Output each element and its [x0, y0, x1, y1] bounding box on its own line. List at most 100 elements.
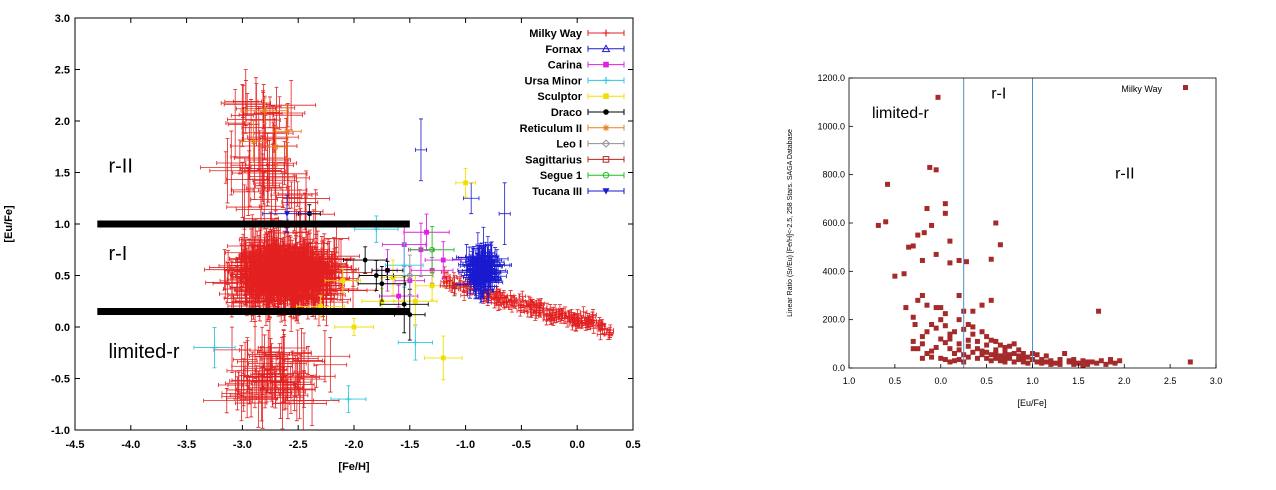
milky-way-point: [919, 293, 925, 298]
milky-way-point: [293, 360, 306, 383]
region-label: r-II: [1115, 165, 1135, 182]
milky-way-point: [225, 293, 242, 312]
milky-way-point: [984, 355, 990, 361]
milky-way-point: [230, 139, 250, 175]
milky-way-point: [1007, 355, 1013, 361]
legend-swatch-marker: [601, 44, 611, 53]
milky-way-point: [1039, 357, 1045, 363]
milky-way-point: [956, 347, 962, 353]
x-tick-label: 1.0: [1026, 376, 1039, 386]
milky-way-point: [1007, 343, 1013, 349]
sculptor-point-marker: [340, 278, 346, 284]
milky-way-point: [1057, 361, 1063, 367]
milky-way-point: [947, 336, 953, 342]
milky-way-point: [290, 252, 306, 299]
milky-way-point: [910, 314, 916, 320]
milky-way-point: [927, 164, 933, 170]
y-tick-label: 0.0: [832, 363, 845, 373]
right-chart-legend: Milky Way: [1121, 84, 1188, 94]
milky-way-point: [921, 230, 927, 236]
x-tick-label: 0.5: [980, 376, 993, 386]
milky-way-point: [278, 350, 307, 377]
ursa-minor-point-marker: [345, 396, 352, 403]
milky-way-point: [942, 311, 948, 317]
milky-way-point: [203, 388, 251, 414]
milky-way-point: [246, 351, 260, 404]
milky-way-point: [883, 219, 889, 225]
milky-way-point: [901, 271, 907, 277]
fornax-point: [471, 272, 499, 292]
milky-way-point: [956, 341, 962, 347]
milky-way-point: [235, 77, 277, 141]
milky-way-point: [516, 293, 524, 305]
milky-way-point: [280, 353, 320, 402]
milky-way-point: [924, 206, 930, 211]
y-tick-label: -0.5: [51, 374, 70, 386]
y-tick-label: -1.0: [51, 425, 70, 437]
milky-way-point: [993, 347, 999, 353]
milky-way-point: [259, 267, 305, 288]
milky-way-point: [903, 305, 909, 311]
milky-way-point: [270, 181, 313, 209]
milky-way-point: [970, 349, 976, 355]
milky-way-point: [924, 351, 930, 356]
milky-way-point: [997, 358, 1003, 364]
milky-way-point: [250, 169, 279, 230]
milky-way-point: [212, 268, 239, 299]
right-chart-region-labels: limited-r r-I r-II: [872, 86, 1135, 183]
x-tick-label: -3.5: [177, 439, 196, 451]
milky-way-point: [984, 349, 990, 355]
milky-way-point: [239, 234, 290, 276]
milky-way-point: [1117, 358, 1123, 364]
milky-way-point: [1098, 358, 1104, 364]
milky-way-point: [558, 307, 567, 319]
legend-swatch-marker: [602, 188, 610, 195]
milky-way-point: [231, 161, 254, 218]
milky-way-point: [1057, 357, 1063, 363]
milky-way-point: [965, 354, 971, 360]
milky-way-point: [929, 348, 935, 354]
milky-way-point: [281, 189, 319, 216]
milky-way-point: [227, 370, 244, 400]
sculptor-point-marker: [463, 180, 468, 186]
milky-way-point: [579, 306, 588, 318]
milky-way-point: [263, 338, 279, 395]
fornax-point: [414, 118, 427, 182]
milky-way-point: [1096, 308, 1102, 314]
x-tick-label: -0.5: [512, 439, 531, 451]
sagittarius-point-marker: [451, 282, 458, 289]
milky-way-point: [952, 358, 958, 364]
milky-way-point: [260, 96, 280, 129]
milky-way-point: [1048, 361, 1054, 367]
milky-way-point: [963, 259, 969, 265]
carina-point-marker: [424, 229, 429, 235]
milky-way-point: [228, 274, 266, 317]
milky-way-point: [993, 220, 999, 226]
milky-way-point: [216, 130, 247, 196]
milky-way-point: [279, 249, 332, 274]
milky-way-point: [919, 341, 925, 347]
milky-way-point: [974, 346, 980, 352]
milky-way-point: [970, 324, 976, 330]
milky-way-point: [1107, 357, 1113, 363]
draco-point-marker: [401, 301, 407, 307]
milky-way-point: [239, 248, 279, 300]
milky-way-point: [542, 314, 551, 326]
milky-way-point: [557, 312, 565, 324]
left-chart-x-axis-label: [Fe/H]: [338, 461, 370, 473]
milky-way-point: [518, 290, 527, 302]
milky-way-point: [225, 371, 252, 395]
milky-way-point: [232, 341, 258, 378]
x-tick-label: 2.5: [1164, 376, 1177, 386]
milky-way-point: [230, 84, 254, 147]
milky-way-point: [225, 89, 245, 158]
fornax-point: [467, 247, 498, 273]
legend-label: Ursa Minor: [525, 75, 583, 87]
milky-way-point: [500, 298, 509, 310]
right-chart-x-axis-label: [Eu/Fe]: [1017, 398, 1046, 408]
legend-swatch-line: [587, 172, 625, 179]
milky-way-point: [266, 79, 317, 131]
milky-way-point: [979, 352, 985, 358]
legend-swatch-marker: [1183, 85, 1188, 90]
legend-label: Leo I: [556, 139, 582, 151]
